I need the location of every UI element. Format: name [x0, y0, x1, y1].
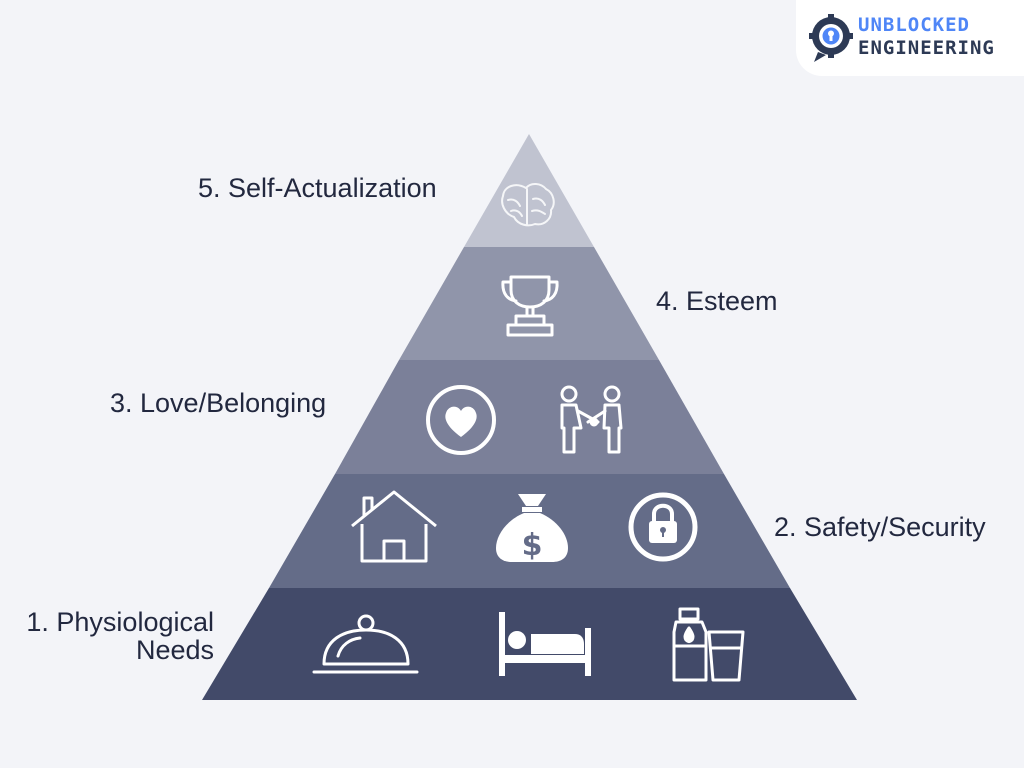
pyramid-tier-5: [464, 134, 594, 247]
house-icon: [351, 490, 437, 563]
brain-icon: [501, 183, 555, 227]
pyramid-tier-4: [399, 247, 659, 360]
level-1-label-line2: Needs: [135, 635, 214, 665]
heart-circle-icon: [426, 385, 496, 455]
svg-text:$: $: [522, 528, 543, 563]
pyramid-tier-1: [202, 588, 857, 700]
brand-name-line1: UNBLOCKED: [858, 14, 970, 36]
trophy-icon: [501, 275, 559, 337]
level-2-label: 2. Safety/Security: [774, 512, 986, 542]
pyramid-tier-3: [335, 360, 724, 474]
level-1-label: 1. Physiological Needs: [26, 608, 214, 664]
level-4-label: 4. Esteem: [656, 286, 778, 316]
level-1-label-line1: 1. Physiological: [26, 607, 214, 637]
water-bottle-glass-icon: [672, 607, 745, 682]
bed-icon: [499, 612, 591, 676]
brand-name-line2: ENGINEERING: [858, 37, 995, 59]
gear-keyhole-icon: [809, 14, 853, 62]
lock-icon: [628, 492, 698, 562]
level-5-label: 5. Self-Actualization: [198, 173, 437, 203]
money-bag-icon: $: [496, 494, 568, 563]
brand-logo: UNBLOCKED ENGINEERING: [796, 0, 1024, 76]
level-3-label: 3. Love/Belonging: [110, 388, 327, 418]
handshake-people-icon: [560, 385, 623, 454]
food-cloche-icon: [312, 614, 419, 674]
